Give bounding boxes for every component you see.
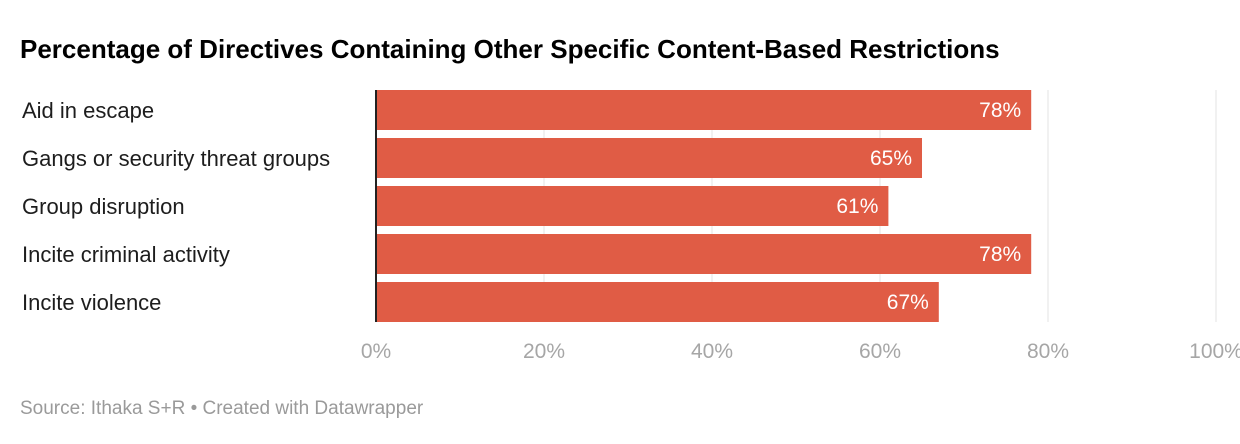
tick-label: 60% (859, 340, 901, 363)
chart-title: Percentage of Directives Containing Othe… (20, 34, 1000, 64)
tick-label: 40% (691, 340, 733, 363)
category-label: Incite violence (22, 290, 161, 315)
value-label: 67% (887, 291, 929, 314)
tick-label: 100% (1189, 340, 1240, 363)
bar-2 (376, 186, 889, 226)
value-label: 65% (870, 147, 912, 170)
value-label: 78% (979, 99, 1021, 122)
bar-4 (376, 282, 939, 322)
value-label: 78% (979, 243, 1021, 266)
tick-label: 80% (1027, 340, 1069, 363)
tick-label: 20% (523, 340, 565, 363)
category-label: Incite criminal activity (22, 242, 230, 267)
value-label: 61% (836, 195, 878, 218)
bar-3 (376, 234, 1032, 274)
category-label: Aid in escape (22, 98, 154, 123)
value-labels: 78% 65% 61% 78% 67% (836, 99, 1021, 314)
tick-label: 0% (361, 340, 391, 363)
category-labels: Aid in escape Gangs or security threat gr… (22, 98, 330, 315)
bar-1 (376, 138, 922, 178)
source-note: Source: Ithaka S+R • Created with Datawr… (20, 398, 424, 419)
category-label: Gangs or security threat groups (22, 146, 330, 171)
bar-chart: Aid in escape Gangs or security threat gr… (22, 90, 1240, 363)
bar-0 (376, 90, 1032, 130)
category-label: Group disruption (22, 194, 185, 219)
bars (376, 90, 1032, 322)
x-axis-ticks: 0% 20% 40% 60% 80% 100% (361, 340, 1240, 363)
